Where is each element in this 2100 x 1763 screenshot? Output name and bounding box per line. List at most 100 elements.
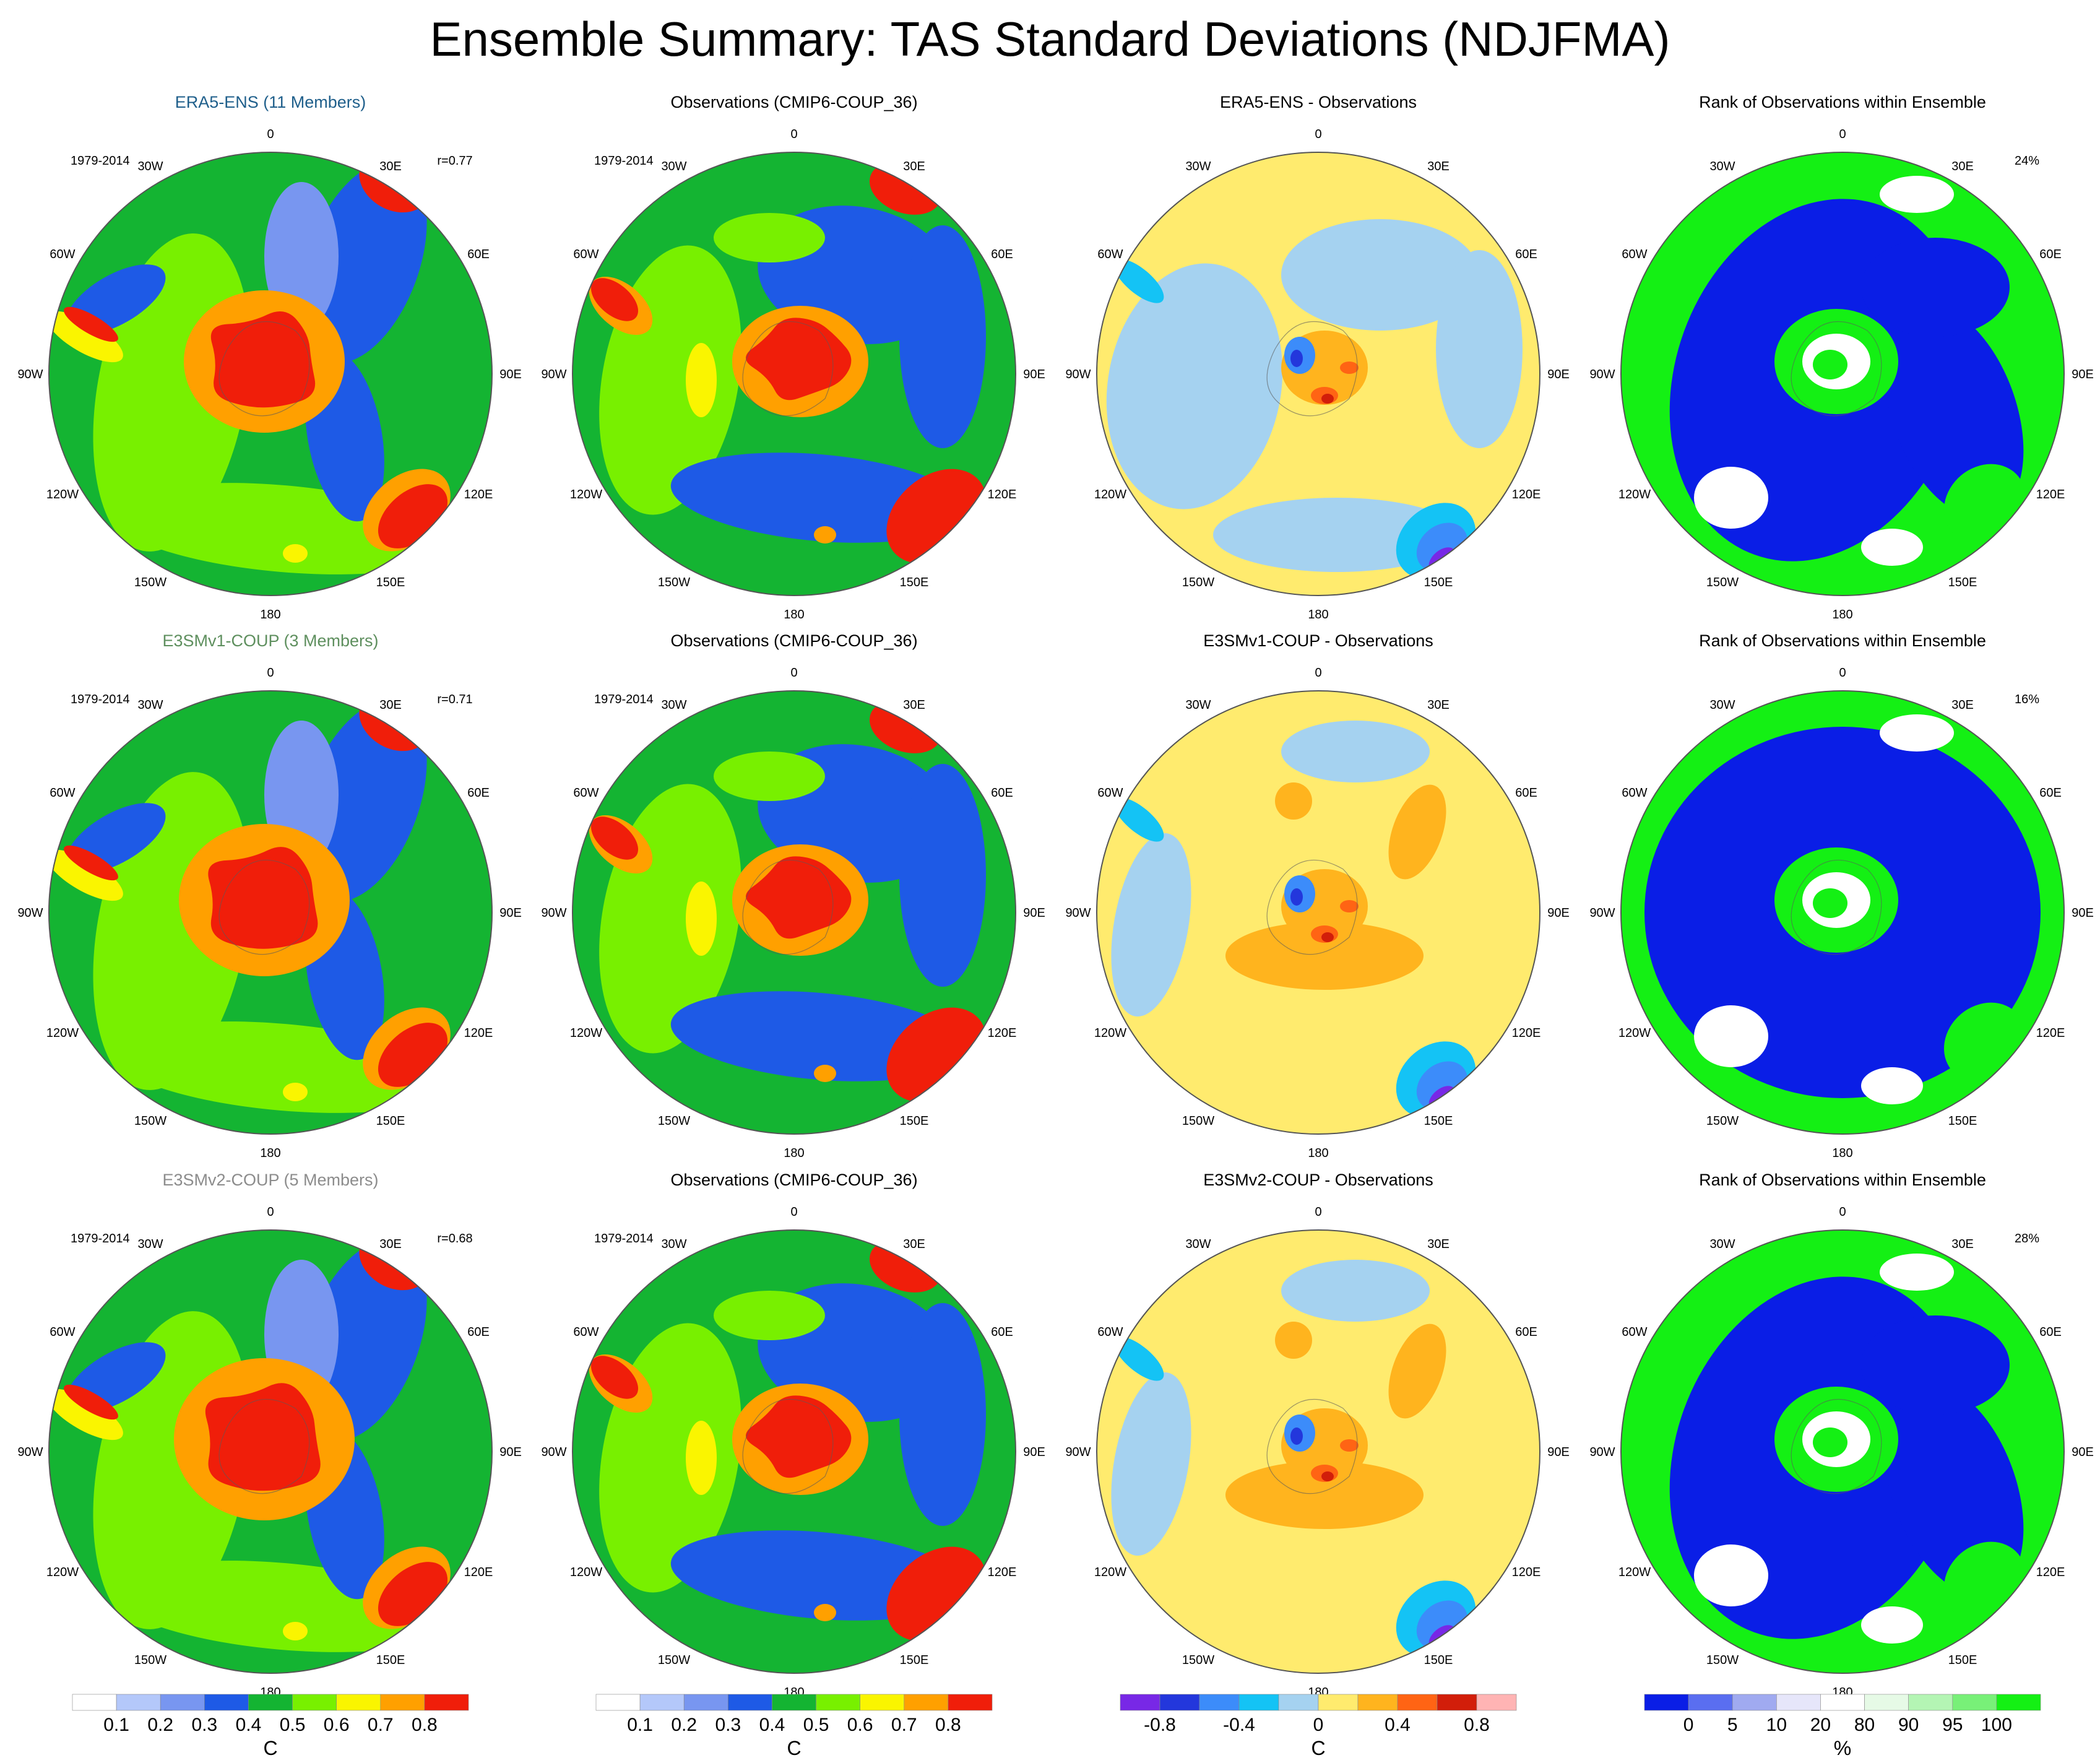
colorbar-tick-label: 0.8 (935, 1715, 961, 1735)
field-shade (208, 847, 318, 949)
longitude-label: 30W (661, 1237, 686, 1251)
colorbar-tick-label: 0 (1313, 1715, 1324, 1735)
coastline (218, 321, 310, 417)
longitude-label: 120E (2036, 1566, 2065, 1579)
longitude-label: 30E (1427, 160, 1450, 173)
field-shade (49, 849, 123, 901)
longitude-label: 90E (1023, 1445, 1045, 1459)
longitude-label: 120E (2036, 1026, 2065, 1040)
longitude-label: 150E (900, 1653, 929, 1667)
panel-title: Observations (CMIP6-COUP_36) (670, 1171, 917, 1189)
field-shade (1880, 1254, 1954, 1291)
longitude-label: 120E (988, 1026, 1017, 1040)
longitude-label: 120W (46, 1026, 79, 1040)
longitude-label: 90E (1547, 1445, 1570, 1459)
polar-field-map (1621, 1230, 2064, 1673)
longitude-label: 90E (1547, 906, 1570, 920)
panel-title: Observations (CMIP6-COUP_36) (670, 93, 917, 111)
map-panel: 030E60E90E120E150E180150W120W90W60W30WOb… (541, 93, 1045, 622)
panel-title: E3SMv2-COUP - Observations (1203, 1171, 1433, 1189)
longitude-label: 60E (1515, 248, 1537, 261)
coastline (1791, 321, 1882, 417)
longitude-label: 120E (988, 1566, 1017, 1579)
longitude-label: 30E (1951, 1237, 1974, 1251)
field-shade (1880, 176, 1954, 213)
field-shade (590, 278, 639, 321)
panel-title: Observations (CMIP6-COUP_36) (670, 631, 917, 650)
map-boundary (48, 1229, 493, 1674)
colorbar-unit-label: C (1311, 1737, 1325, 1759)
colorbar-swatch (1776, 1694, 1821, 1711)
map-boundary (1096, 152, 1540, 596)
longitude-label: 90E (1023, 368, 1045, 381)
longitude-label: 150E (376, 1114, 405, 1128)
field-shade (1290, 350, 1303, 367)
colorbar-swatch (1437, 1694, 1477, 1711)
time-period-label: 1979-2014 (71, 1232, 130, 1245)
colorbar-swatch (772, 1694, 816, 1711)
colorbar-swatch (595, 1694, 641, 1711)
coastline (1266, 1398, 1358, 1494)
longitude-label: 0 (267, 128, 274, 141)
panel-title: E3SMv2-COUP (5 Members) (162, 1171, 378, 1189)
longitude-label: 150W (1706, 1653, 1739, 1667)
colorbar-unit-label: C (263, 1737, 277, 1759)
panel-statistic-label: 16% (2015, 693, 2039, 706)
longitude-label: 90E (499, 368, 522, 381)
panel-title: ERA5-ENS - Observations (1220, 93, 1417, 111)
colorbar-swatch (1996, 1694, 2041, 1711)
longitude-label: 180 (260, 1146, 280, 1160)
colorbar-swatch (1199, 1694, 1240, 1711)
colorbar-swatch (336, 1694, 381, 1711)
map-panel: 030E60E90E120E150E180150W120W90W60W30WE3… (17, 1171, 521, 1699)
colorbar: 0.1 0.2 0.3 0.4 0.5 0.6 0.7 0.8 C (72, 1694, 469, 1759)
map-panel: 030E60E90E120E150E180150W120W90W60W30WE3… (17, 631, 521, 1160)
longitude-label: 30W (1185, 698, 1211, 712)
longitude-label: 120E (464, 488, 493, 501)
field-shade (1388, 784, 1446, 880)
longitude-label: 30W (1709, 1237, 1735, 1251)
map-boundary (1620, 152, 2065, 596)
colorbar-tick-label: 0.7 (891, 1715, 917, 1735)
map-panel: 030E60E90E120E150E180150W120W90W60W30WRa… (1589, 1171, 2093, 1699)
colorbar-swatch (1278, 1694, 1319, 1711)
field-shade (1694, 1544, 1768, 1606)
longitude-label: 150E (376, 1653, 405, 1667)
colorbar-swatch (424, 1694, 469, 1711)
time-period-label: 1979-2014 (594, 154, 654, 168)
colorbar-tick-label: 0.4 (759, 1715, 785, 1735)
field-shade (714, 1291, 825, 1340)
longitude-label: 30E (379, 698, 402, 712)
field-shade (814, 526, 836, 544)
longitude-label: 0 (790, 128, 797, 141)
longitude-label: 150E (376, 576, 405, 589)
field-shade (1275, 782, 1312, 820)
map-boundary (48, 690, 493, 1135)
field-shade (300, 700, 427, 902)
longitude-label: 180 (1832, 1146, 1852, 1160)
colorbar-swatch (1864, 1694, 1909, 1711)
polar-field-map (1097, 691, 1540, 1134)
longitude-label: 150W (134, 1653, 166, 1667)
field-shade (1106, 263, 1283, 509)
map-panel: 030E60E90E120E150E180150W120W90W60W30WOb… (541, 1171, 1045, 1699)
longitude-label: 120E (1512, 1026, 1541, 1040)
colorbar-unit-label: % (1834, 1737, 1851, 1759)
colorbar: -0.8 -0.4 0 0.4 0.8 C (1120, 1694, 1517, 1759)
field-shade (686, 1421, 717, 1495)
colorbar-swatch (904, 1694, 949, 1711)
panel-statistic-label: r=0.71 (437, 693, 472, 706)
field-shade (210, 311, 316, 408)
longitude-label: 120W (1094, 1566, 1126, 1579)
longitude-label: 120E (1512, 1566, 1541, 1579)
longitude-label: 60W (1622, 786, 1647, 800)
panel-title: Rank of Observations within Ensemble (1699, 631, 1986, 650)
field-shade (1113, 797, 1164, 842)
time-period-label: 1979-2014 (71, 154, 130, 168)
colorbar-swatch (116, 1694, 161, 1711)
coastline (742, 1398, 834, 1494)
longitude-label: 120W (46, 488, 79, 501)
longitude-label: 60E (467, 248, 490, 261)
longitude-label: 120W (570, 488, 602, 501)
map-boundary (1096, 690, 1540, 1135)
